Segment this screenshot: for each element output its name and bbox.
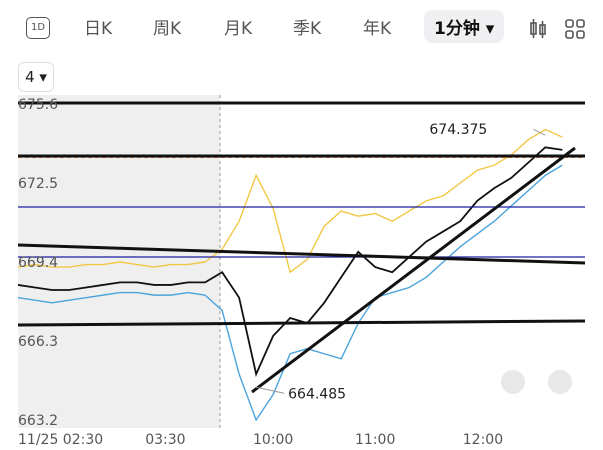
tab[interactable]: 月K	[224, 19, 253, 39]
drawn-line	[17, 319, 586, 327]
tab[interactable]: 年K	[363, 19, 392, 39]
active-tab[interactable]: 1分钟 ▾	[424, 10, 505, 43]
day-icon[interactable]: 1D	[26, 17, 50, 39]
tab[interactable]: 周K	[153, 19, 182, 39]
reset-button[interactable]	[548, 370, 572, 394]
y-tick-label: 663.2	[18, 413, 58, 429]
zoom-button[interactable]	[501, 370, 525, 394]
drawn-trendline	[251, 146, 576, 394]
y-tick-label: 666.3	[18, 334, 58, 350]
annotation-label: 674.375	[429, 122, 487, 138]
toolbar-icons[interactable]	[528, 18, 588, 40]
x-tick-label: 12:00	[463, 432, 503, 448]
x-tick-label: 03:30	[145, 432, 185, 448]
x-tick-label: 11:00	[355, 432, 395, 448]
active-tab-label: 1分钟	[434, 19, 480, 39]
x-tick-label: 10:00	[253, 432, 293, 448]
y-tick-label: 672.5	[18, 176, 58, 192]
tab[interactable]: 季K	[293, 19, 322, 39]
drawn-line	[17, 243, 586, 265]
price-line	[17, 146, 563, 377]
annotation-leader	[533, 128, 546, 136]
price-line	[17, 164, 563, 422]
annotation-leader	[256, 386, 285, 394]
tab[interactable]: 日K	[84, 19, 113, 39]
x-tick-label: 11/25 02:30	[18, 432, 103, 448]
y-tick-label: 669.4	[18, 255, 58, 271]
y-tick-label: 675.6	[18, 97, 58, 113]
price-line	[17, 128, 563, 274]
period-select[interactable]: 4 ▾	[18, 62, 54, 92]
annotation-label: 664.485	[288, 386, 346, 402]
period-label: 4	[25, 68, 35, 86]
